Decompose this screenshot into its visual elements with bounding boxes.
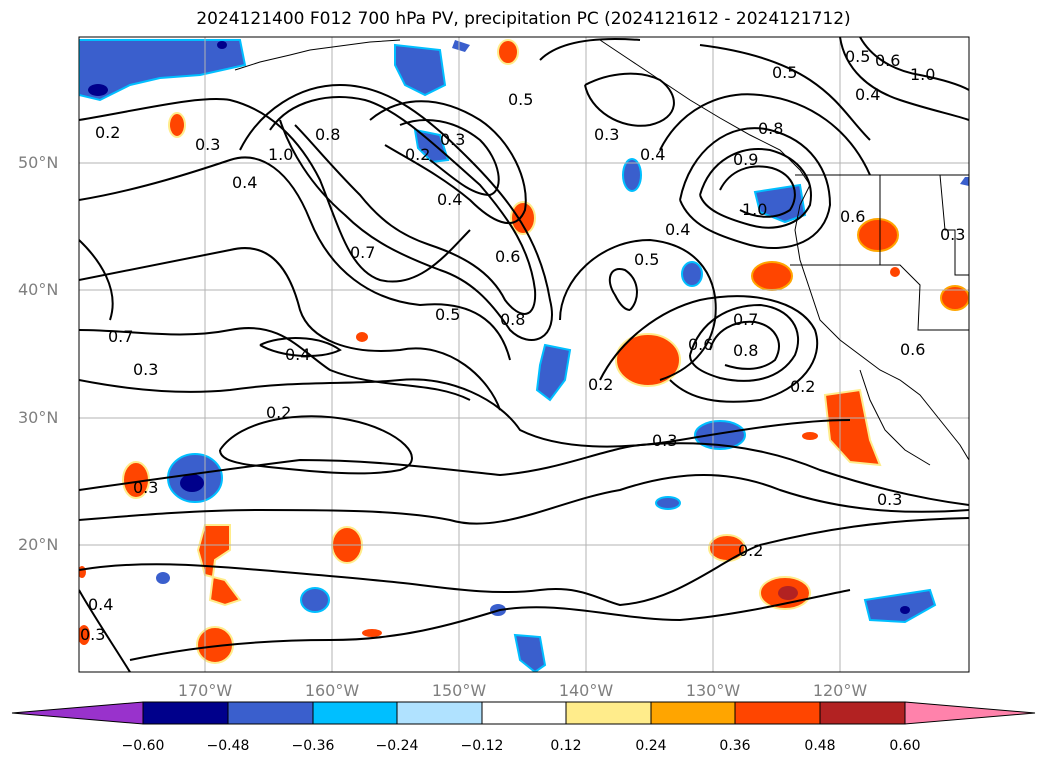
pv-contours (79, 37, 969, 672)
contour-label: 0.5 (634, 250, 659, 269)
colorbar (11, 701, 1036, 725)
contour-label: 0.4 (640, 145, 665, 164)
contour-label: 0.5 (845, 47, 870, 66)
plot-frame (78, 36, 970, 673)
contour-label: 0.5 (508, 90, 533, 109)
colorbar-tick: −0.60 (121, 738, 165, 754)
contour-label: 0.3 (440, 130, 465, 149)
colorbar-segment (481, 701, 567, 725)
colorbar-tick: 0.24 (635, 738, 667, 754)
contour-label: 0.6 (900, 340, 925, 359)
contour-labels: 0.2 0.3 0.4 1.0 0.8 0.3 0.2 0.4 0.7 0.6 … (80, 47, 965, 644)
contour-label: 0.2 (588, 375, 613, 394)
colorbar-tick: −0.24 (375, 738, 419, 754)
lon-label: 170°W (177, 681, 233, 700)
contour-label: 1.0 (910, 65, 935, 84)
colorbar-tick: 0.60 (889, 738, 921, 754)
contour-label: 0.3 (195, 135, 220, 154)
colorbar-segment (650, 701, 736, 725)
contour-label: 0.7 (108, 327, 133, 346)
contour-label: 0.2 (790, 377, 815, 396)
colorbar-tick: 0.12 (550, 738, 582, 754)
contour-label: 0.4 (285, 345, 310, 364)
colorbar-segment (565, 701, 652, 725)
lat-label: 30°N (18, 408, 59, 427)
contour-label: 0.3 (133, 360, 158, 379)
colorbar-segment (142, 701, 229, 725)
colorbar-tick: 0.48 (804, 738, 836, 754)
colorbar-segment (227, 701, 314, 725)
contour-label: 1.0 (742, 200, 767, 219)
contour-label: 0.2 (405, 145, 430, 164)
contour-label: 0.8 (315, 125, 340, 144)
colorbar-tick: −0.48 (206, 738, 250, 754)
contour-label: 0.3 (652, 431, 677, 450)
precip-negative-areas (79, 39, 969, 672)
contour-label: 0.8 (733, 341, 758, 360)
colorbar-tick: −0.12 (460, 738, 504, 754)
contour-label: 0.4 (232, 173, 257, 192)
lon-label: 150°W (431, 681, 487, 700)
lon-label: 160°W (304, 681, 360, 700)
colorbar-segment (312, 701, 398, 725)
contour-label: 0.5 (435, 305, 460, 324)
lon-label: 140°W (558, 681, 614, 700)
lat-label: 40°N (18, 280, 59, 299)
colorbar-over-arrow (904, 701, 1036, 725)
colorbar-segment (396, 701, 483, 725)
contour-label: 0.7 (350, 243, 375, 262)
contour-label: 0.5 (772, 63, 797, 82)
contour-label: 0.8 (758, 119, 783, 138)
chart-title: 2024121400 F012 700 hPa PV, precipitatio… (196, 9, 851, 29)
lon-label: 130°W (685, 681, 741, 700)
colorbar-tick: 0.36 (719, 738, 751, 754)
contour-label: 0.6 (875, 51, 900, 70)
contour-label: 0.8 (500, 310, 525, 329)
lon-label: 120°W (812, 681, 868, 700)
contour-label: 0.2 (266, 403, 291, 422)
contour-label: 0.3 (940, 225, 965, 244)
lat-label: 50°N (18, 153, 59, 172)
contour-label: 0.6 (688, 335, 713, 354)
contour-label: 0.2 (738, 541, 763, 560)
contour-label: 0.3 (877, 490, 902, 509)
contour-label: 0.3 (80, 625, 105, 644)
contour-label: 0.4 (855, 85, 880, 104)
colorbar-segment (819, 701, 906, 725)
contour-label: 1.0 (268, 145, 293, 164)
contour-label: 0.4 (88, 595, 113, 614)
contour-label: 0.4 (437, 190, 462, 209)
contour-label: 0.3 (594, 125, 619, 144)
lat-label: 20°N (18, 535, 59, 554)
colorbar-under-arrow (11, 701, 144, 725)
colorbar-tick: −0.36 (291, 738, 335, 754)
contour-label: 0.7 (733, 310, 758, 329)
contour-label: 0.6 (840, 207, 865, 226)
contour-label: 0.2 (95, 123, 120, 142)
colorbar-segment (734, 701, 821, 725)
contour-label: 0.3 (133, 478, 158, 497)
contour-label: 0.4 (665, 220, 690, 239)
contour-label: 0.9 (733, 150, 758, 169)
contour-label: 0.6 (495, 247, 520, 266)
